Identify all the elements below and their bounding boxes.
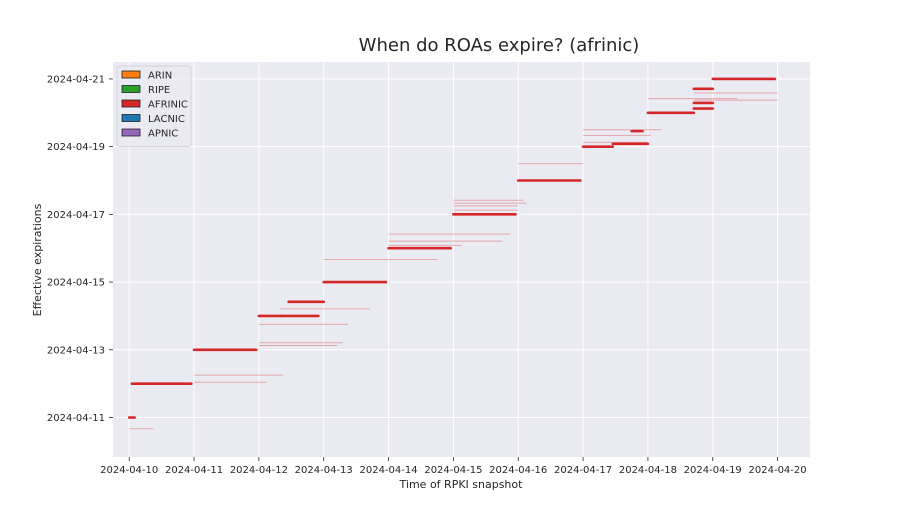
y-axis-label: Effective expirations: [31, 203, 44, 316]
x-tick-label: 2024-04-13: [295, 465, 353, 476]
y-tick-label: 2024-04-21: [47, 74, 105, 85]
legend-swatch: [121, 85, 141, 93]
x-axis-ticks: 2024-04-10 2024-04-11 2024-04-12 2024-04-13…: [100, 457, 807, 476]
chart-title: When do ROAs expire? (afrinic): [359, 35, 640, 56]
y-tick-label: 2024-04-17: [47, 210, 105, 221]
legend-swatch: [121, 114, 141, 122]
x-tick-label: 2024-04-15: [424, 465, 482, 476]
x-tick-label: 2024-04-11: [165, 465, 223, 476]
x-tick-label: 2024-04-16: [489, 465, 547, 476]
x-tick-label: 2024-04-14: [359, 465, 417, 476]
x-axis-label: Time of RPKI snapshot: [399, 478, 524, 491]
legend-swatch: [121, 99, 141, 108]
y-axis-ticks: 2024-04-11 2024-04-13 2024-04-15 2024-04-17…: [47, 74, 113, 424]
legend-swatch: [121, 128, 141, 137]
legend-swatch: [121, 70, 141, 79]
legend: ARIN RIPE AFRINIC LACNIC APNIC: [116, 65, 192, 147]
plot-area: [113, 62, 810, 457]
y-tick-label: 2024-04-19: [47, 142, 105, 153]
legend-label: LACNIC: [148, 114, 185, 125]
x-tick-label: 2024-04-18: [619, 465, 677, 476]
y-tick-label: 2024-04-13: [47, 345, 105, 356]
faint-expiration-series: [129, 92, 778, 430]
legend-label: AFRINIC: [148, 100, 188, 111]
legend-label: RIPE: [148, 85, 170, 96]
y-tick-label: 2024-04-15: [47, 278, 105, 289]
x-tick-label: 2024-04-20: [749, 465, 807, 476]
legend-label: ARIN: [148, 71, 172, 82]
x-tick-label: 2024-04-19: [684, 465, 742, 476]
legend-label: APNIC: [148, 129, 178, 140]
x-tick-label: 2024-04-17: [554, 465, 612, 476]
main-expiration-series: [127, 77, 777, 419]
x-tick-label: 2024-04-10: [100, 465, 158, 476]
y-tick-label: 2024-04-11: [47, 413, 105, 424]
x-tick-label: 2024-04-12: [230, 465, 288, 476]
